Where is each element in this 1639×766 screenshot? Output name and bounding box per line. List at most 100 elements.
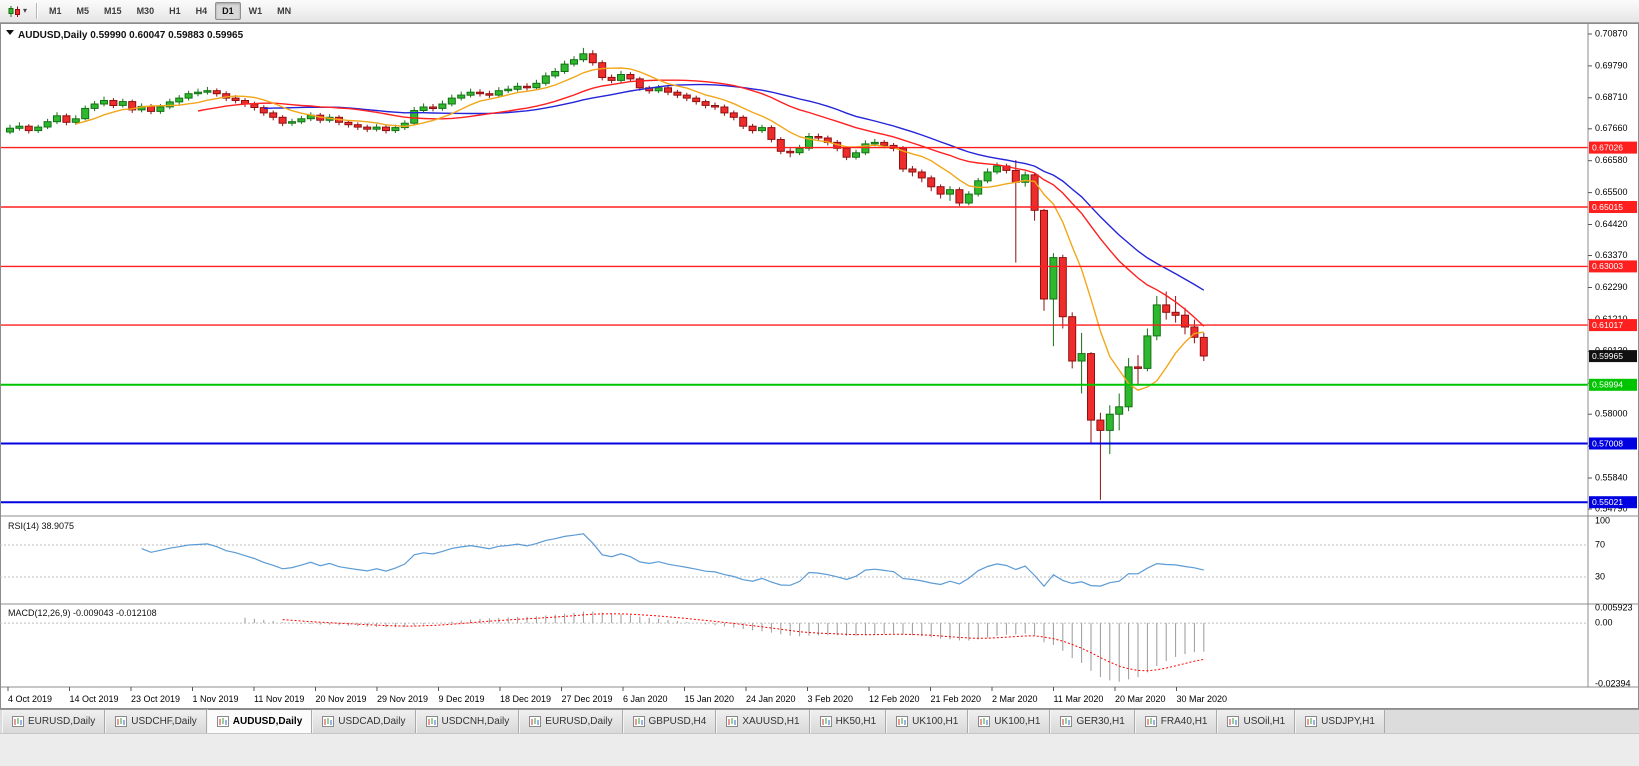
candle-body: [880, 141, 889, 146]
chart-tab-usdjpy-h1[interactable]: USDJPY,H1: [1295, 710, 1385, 733]
candle-body: [353, 124, 362, 128]
candle-body: [654, 87, 663, 92]
price-axis-label: 0.66580: [1595, 155, 1628, 165]
ma-line-slow: [263, 83, 1205, 291]
macd-axis-label: -0.02394: [1595, 678, 1631, 688]
date-axis-label: 2 Mar 2020: [992, 694, 1038, 704]
candle-body: [617, 74, 625, 81]
candle-body: [1152, 304, 1161, 337]
chart-tab-xauusd-h1[interactable]: XAUUSD,H1: [716, 710, 810, 733]
candle-body: [739, 116, 748, 127]
candle-body: [1040, 209, 1048, 300]
chart-tab-usdchf-daily[interactable]: USDCHF,Daily: [105, 710, 207, 733]
timeframe-button-mn[interactable]: MN: [277, 6, 292, 16]
candle-body: [476, 91, 484, 95]
candle-body: [1030, 174, 1039, 211]
candle-body: [626, 74, 635, 80]
symbol-collapse-icon[interactable]: [6, 30, 14, 35]
candle-body: [81, 107, 90, 120]
candle-body: [372, 126, 381, 130]
candle-body: [53, 115, 61, 123]
price-line-badge[interactable]: [1589, 201, 1637, 213]
date-axis-label: 3 Feb 2020: [808, 694, 854, 704]
candle-body: [852, 152, 860, 158]
chart-tab-gbpusd-h4[interactable]: GBPUSD,H4: [622, 710, 717, 733]
candle-body: [410, 110, 419, 124]
timeframe-toolbar: M1 M5 M15 M30 H1 H4 D1 W1 MN: [42, 2, 298, 20]
candle-body: [1181, 314, 1189, 328]
mini-chart-icon: [12, 716, 24, 727]
chart-tab-audusd-daily[interactable]: AUDUSD,Daily: [206, 709, 313, 733]
candle-body: [1096, 419, 1105, 431]
mini-chart-icon: [1060, 716, 1073, 727]
candle-body: [1115, 406, 1124, 415]
chart-tab-hk50-h1[interactable]: HK50,H1: [809, 710, 887, 733]
candle-body: [485, 93, 494, 96]
date-axis-label: 29 Nov 2019: [377, 694, 428, 704]
candle-body: [1190, 326, 1199, 338]
chart-type-button[interactable]: ▾: [3, 3, 31, 20]
candle-body: [250, 103, 259, 108]
candle-body: [1171, 311, 1180, 316]
timeframe-button-m15[interactable]: M15: [104, 6, 122, 16]
chart-tab-usdcnh-daily[interactable]: USDCNH,Daily: [415, 710, 520, 733]
date-axis-label: 24 Jan 2020: [746, 694, 796, 704]
date-axis-label: 21 Feb 2020: [931, 694, 982, 704]
candle-body: [729, 112, 738, 118]
price-line-badge[interactable]: [1589, 141, 1637, 154]
timeframe-button-d1[interactable]: D1: [215, 2, 241, 20]
mini-chart-icon: [896, 716, 909, 727]
price-axis-label: 0.69790: [1595, 60, 1628, 70]
ma-line-fast: [75, 67, 1204, 391]
candle-body: [908, 168, 917, 173]
candle-body: [682, 94, 691, 99]
chart-frame: [0, 23, 1639, 709]
timeframe-button-h1[interactable]: H1: [169, 6, 181, 16]
timeframe-button-m30[interactable]: M30: [136, 6, 155, 16]
chart-tab-ger30-h1[interactable]: GER30,H1: [1050, 710, 1135, 733]
price-line-badge-label: 0.67026: [1592, 142, 1623, 152]
price-line-badge[interactable]: [1589, 319, 1637, 332]
date-axis-label: 12 Feb 2020: [869, 694, 920, 704]
top-toolbar: ▾ M1 M5 M15 M30 H1 H4 D1 W1 MN: [0, 0, 1639, 23]
price-line-badge[interactable]: [1589, 496, 1637, 509]
candle-body: [62, 115, 71, 123]
timeframe-button-m1[interactable]: M1: [49, 6, 62, 16]
candle-body: [635, 78, 644, 89]
candle-body: [1087, 353, 1095, 421]
date-axis-label: 30 Mar 2020: [1177, 694, 1228, 704]
candle-body: [90, 103, 99, 109]
candle-body: [899, 147, 907, 170]
candle-body: [541, 75, 550, 84]
candle-body: [720, 106, 729, 114]
price-line-badge-label: 0.61017: [1592, 320, 1623, 330]
timeframe-button-w1[interactable]: W1: [248, 6, 263, 16]
price-axis-label: 0.54790: [1595, 503, 1628, 513]
chart-tab-eurusd-daily[interactable]: EURUSD,Daily: [519, 710, 623, 733]
chart-canvas[interactable]: 0.70870 0.69790 0.68710 0.67660 0.66580 0.655…: [0, 23, 1639, 709]
price-axis-label: 0.64420: [1595, 219, 1628, 229]
chart-tab-uk100-h1[interactable]: UK100,H1: [968, 710, 1051, 733]
price-line-badge[interactable]: [1589, 260, 1637, 273]
date-axis-label: 11 Nov 2019: [254, 694, 304, 704]
chart-tab-uk100-h1[interactable]: UK100,H1: [886, 710, 969, 733]
chart-tab-usoil-h1[interactable]: USOil,H1: [1217, 710, 1296, 733]
chart-tab-usdcad-daily[interactable]: USDCAD,Daily: [312, 710, 416, 733]
price-axis-label: 0.63370: [1595, 250, 1628, 260]
tab-label: UK100,H1: [912, 716, 959, 727]
price-line-badge[interactable]: [1589, 437, 1637, 450]
timeframe-button-h4[interactable]: H4: [195, 6, 208, 16]
candle-body: [438, 103, 447, 109]
date-axis-label: 14 Oct 2019: [70, 694, 119, 704]
price-axis-label: 0.68710: [1595, 92, 1628, 102]
price-line-badge-label: 0.63003: [1592, 261, 1623, 271]
candle-body: [983, 171, 992, 182]
price-line-badge[interactable]: [1589, 350, 1637, 363]
timeframe-button-m5[interactable]: M5: [76, 6, 90, 16]
candle-body: [15, 125, 24, 129]
chart-tab-eurusd-daily[interactable]: EURUSD,Daily: [2, 710, 106, 733]
candle-body: [24, 125, 33, 132]
candle-body: [946, 189, 954, 195]
chart-tab-fra40-h1[interactable]: FRA40,H1: [1134, 710, 1218, 733]
price-line-badge[interactable]: [1589, 378, 1637, 391]
